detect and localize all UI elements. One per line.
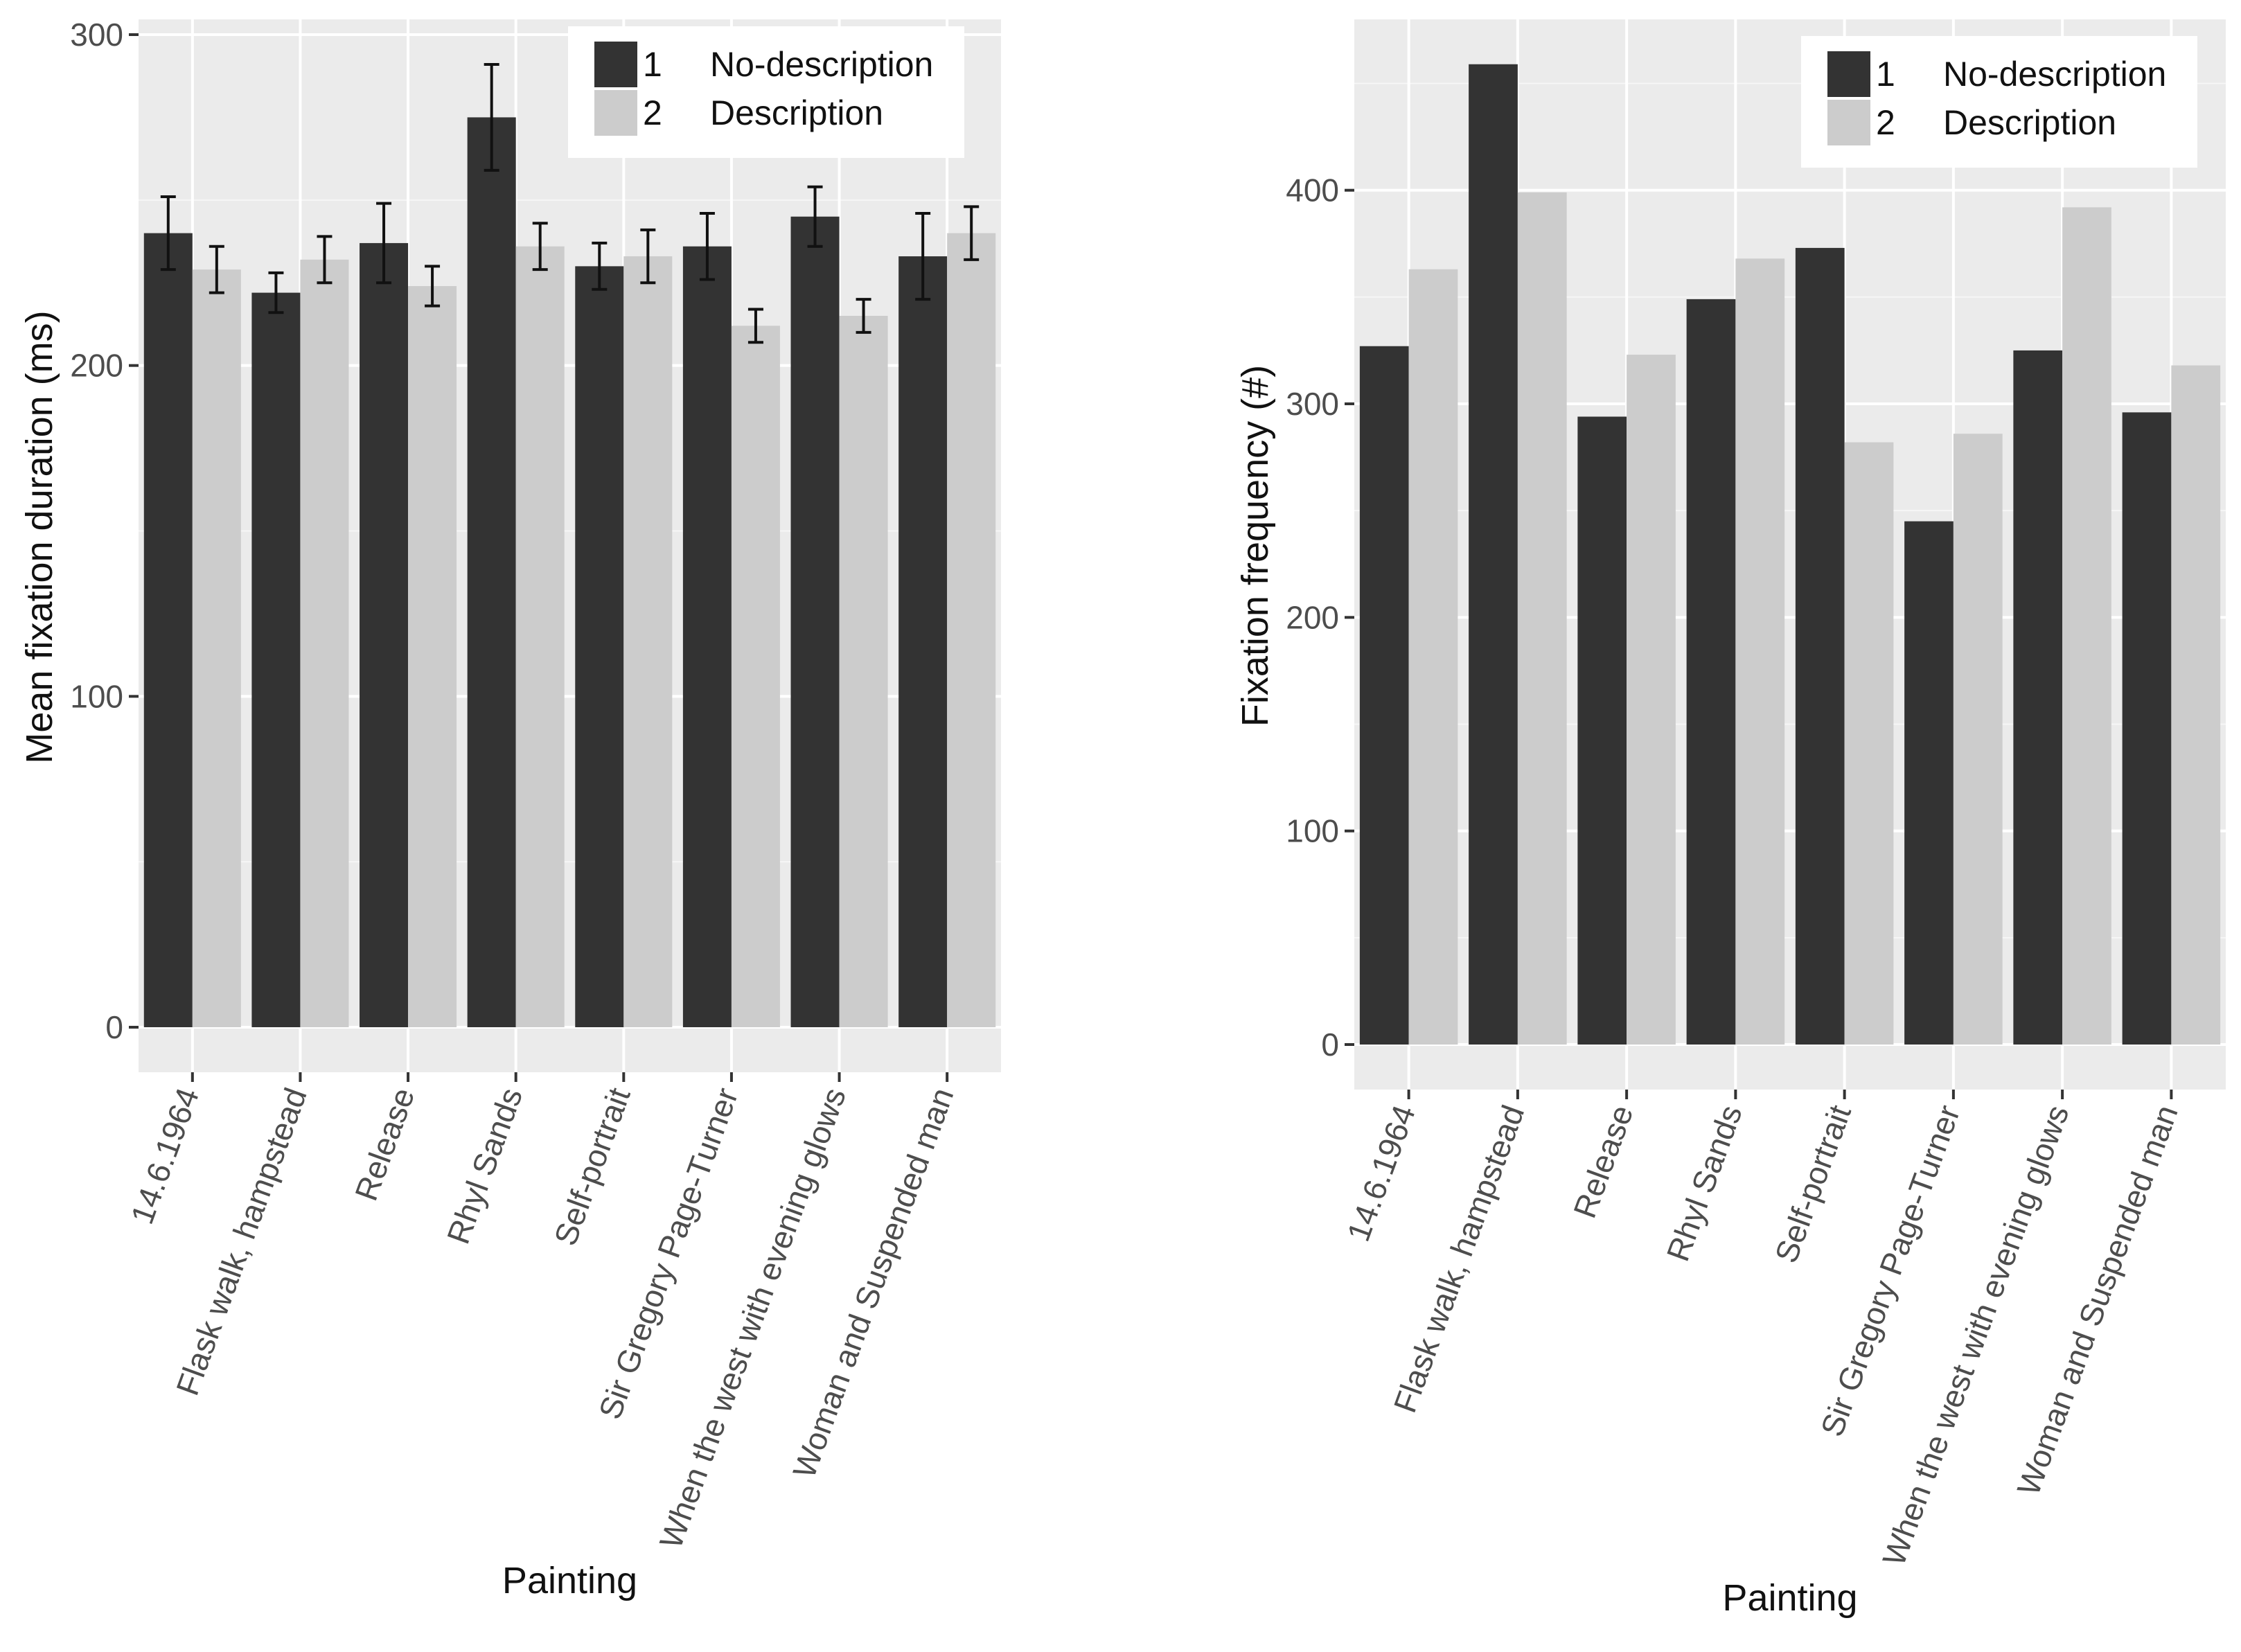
y-tick-label: 300 [1286,386,1339,422]
bar-no-description [898,256,948,1028]
bar-description [839,316,888,1028]
error-bar [209,245,224,294]
legend-label: No-description [710,45,933,84]
error-bar [484,62,499,172]
y-axis-title: Mean fixation duration (ms) [19,310,60,763]
bar-no-description [1795,247,1845,1045]
legend-key-number: 1 [643,45,662,84]
error-bar [425,265,441,308]
bar-no-description [467,117,516,1028]
bar-description [947,233,996,1028]
bar-no-description [251,292,301,1028]
error-bar [699,211,715,281]
x-tick-label: Rhyl Sands [440,1083,529,1249]
y-tick-label: 0 [105,1009,123,1045]
y-tick-label: 100 [70,678,123,714]
bar-description [1844,442,1894,1045]
bar-description [408,286,457,1028]
bar-no-description [1469,64,1518,1045]
error-bar [592,241,608,291]
x-axis-title: Painting [502,1560,637,1601]
bar-description [1408,269,1458,1045]
legend-key-number: 1 [1876,55,1895,94]
legend-label: Description [1943,103,2116,142]
legend-key [1827,51,1870,97]
bar-description [1735,258,1785,1045]
legend-label: No-description [1943,55,2166,94]
bar-description [1953,434,2003,1045]
bar-no-description [143,233,193,1028]
bar-description [1627,355,1676,1045]
error-bar [376,202,392,285]
x-tick-label: Release [348,1083,422,1205]
bar-description [300,259,349,1027]
y-axis-title: Fixation frequency (#) [1234,365,1276,727]
x-tick-label: Rhyl Sands [1659,1101,1748,1266]
error-bar [747,308,763,344]
y-tick-label: 400 [1286,172,1339,208]
bar-no-description [1359,346,1409,1045]
x-tick-label: 14.6.1964 [123,1083,206,1229]
x-tick-label: Release [1566,1101,1640,1223]
y-tick-label: 100 [1286,813,1339,849]
legend-key [594,90,637,136]
legend-key [1827,100,1870,145]
error-bar [640,228,656,285]
bar-no-description [682,246,732,1027]
bar-no-description [1577,416,1627,1045]
error-bar [268,271,284,314]
bar-no-description [790,216,840,1027]
y-tick-label: 0 [1321,1027,1339,1063]
bar-no-description [2013,350,2063,1045]
bar-description [1517,192,1567,1045]
x-tick-label: When the west with evening glows [653,1083,853,1554]
legend: 1 No-description 2 Description [568,26,964,158]
error-bar [915,211,931,301]
bar-no-description [1904,521,1954,1045]
y-tick-label: 300 [70,17,123,53]
bar-description [623,256,673,1028]
legend-key-number: 2 [643,94,662,132]
error-bar [964,205,980,261]
x-axis-title: Painting [1722,1577,1857,1619]
error-bar [532,222,548,272]
x-tick-label: Self-portrait [547,1083,637,1250]
error-bar [807,185,823,248]
error-bar [317,235,333,285]
bar-description [2062,207,2111,1045]
bar-no-description [575,266,624,1027]
legend-key-number: 2 [1876,103,1895,142]
legend-key [594,42,637,87]
bar-description [731,326,780,1027]
bar-no-description [1686,299,1736,1045]
bar-no-description [2122,412,2172,1045]
error-bar [160,195,176,272]
legend-label: Description [710,94,883,132]
x-tick-label: Self-portrait [1768,1100,1858,1267]
error-bar [856,298,871,334]
x-tick-label: 14.6.1964 [1340,1101,1422,1246]
bar-description [2171,365,2221,1045]
y-tick-label: 200 [70,348,123,384]
bar-no-description [360,242,409,1028]
x-tick-label: When the west with evening glows [1875,1101,2075,1571]
bar-description [192,269,241,1028]
bar-description [515,246,565,1027]
legend: 1 No-description 2 Description [1801,36,2197,168]
y-tick-label: 200 [1286,599,1339,635]
